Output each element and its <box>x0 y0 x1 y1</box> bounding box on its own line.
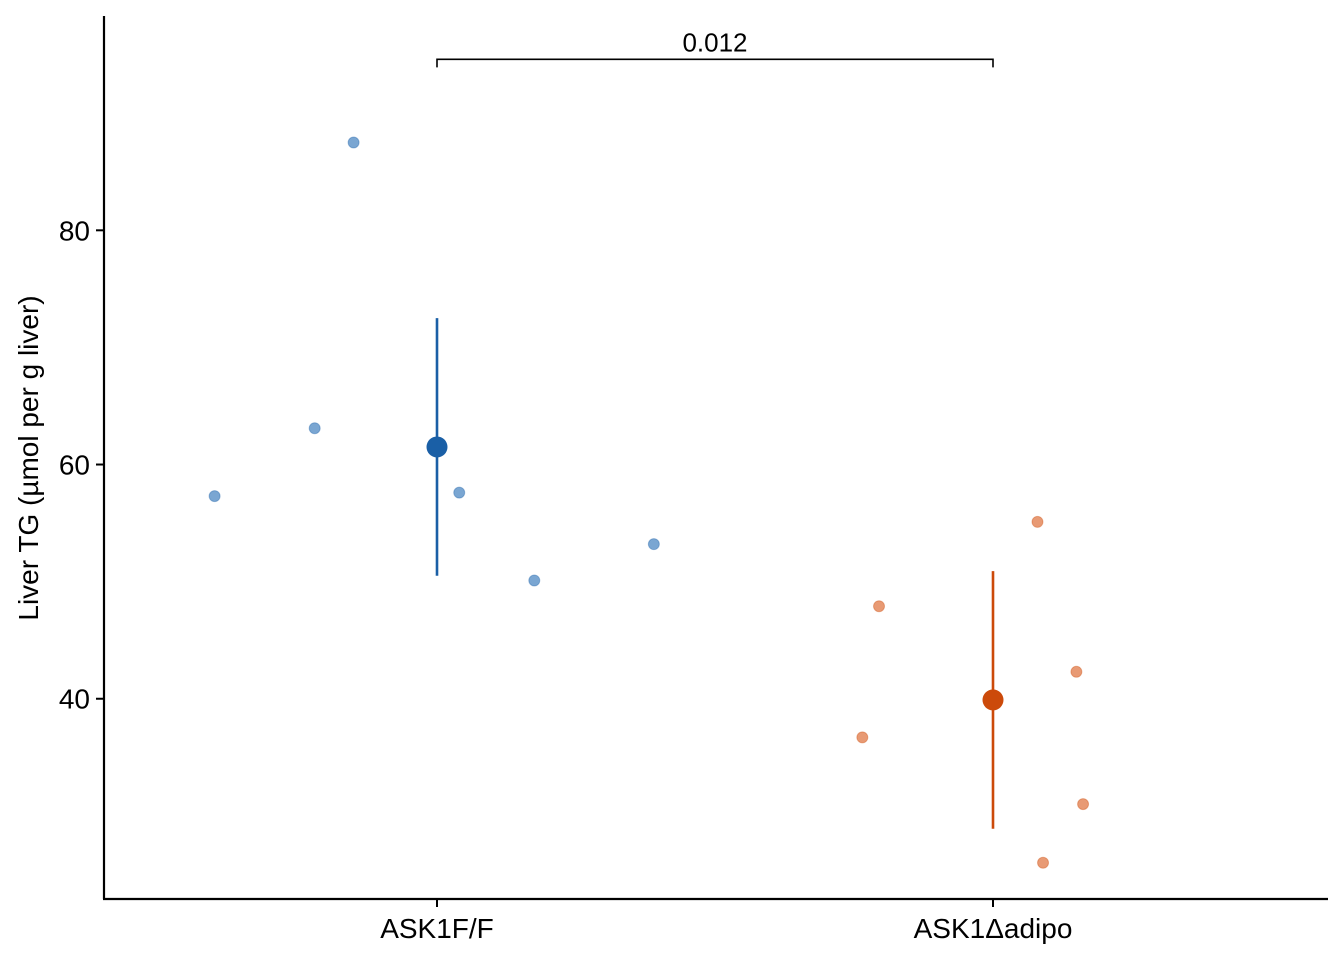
data-point <box>1077 798 1090 811</box>
x-ticks: ASK1F/F ASK1Δadipo <box>380 899 1072 944</box>
y-tick-label: 60 <box>59 450 90 481</box>
data-point <box>1070 665 1083 678</box>
data-point <box>1037 856 1050 869</box>
p-value-label: 0.012 <box>682 27 747 57</box>
x-tick-label: ASK1F/F <box>380 913 494 944</box>
x-tick-label: ASK1Δadipo <box>914 913 1073 944</box>
data-point <box>208 490 221 503</box>
significance-annotation: 0.012 <box>436 27 994 68</box>
significance-bracket <box>436 58 994 68</box>
y-axis-title: Liver TG (µmol per g liver) <box>13 295 44 620</box>
y-ticks: 40 60 80 <box>59 215 104 715</box>
data-points <box>208 136 1090 869</box>
mean-markers <box>426 436 1004 711</box>
mean-point <box>426 436 448 458</box>
y-tick-label: 80 <box>59 215 90 246</box>
data-point <box>528 574 541 587</box>
data-point <box>873 600 886 613</box>
data-point <box>347 136 360 149</box>
data-point <box>453 486 466 499</box>
data-point <box>1031 515 1044 528</box>
axes <box>102 16 1328 901</box>
data-point <box>856 731 869 744</box>
y-tick-label: 40 <box>59 684 90 715</box>
mean-point <box>982 689 1004 711</box>
error-bars <box>435 318 995 829</box>
data-point <box>647 538 660 551</box>
data-point <box>308 422 321 435</box>
